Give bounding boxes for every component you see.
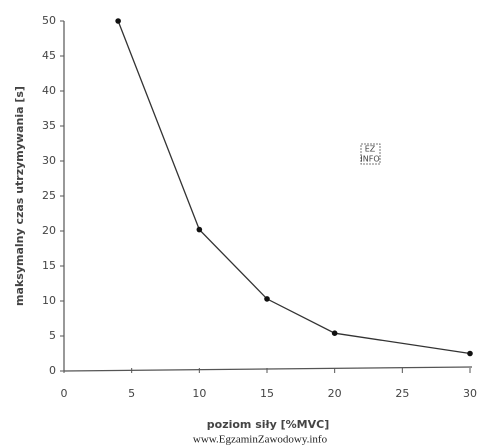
y-tick-label: 5 bbox=[49, 329, 56, 342]
data-point bbox=[115, 18, 121, 24]
x-tick-label: 20 bbox=[328, 387, 342, 400]
x-tick-label: 15 bbox=[260, 387, 274, 400]
x-tick-label: 0 bbox=[61, 387, 68, 400]
y-tick-label: 40 bbox=[42, 84, 56, 97]
data-point bbox=[331, 330, 338, 337]
logo-box bbox=[360, 143, 381, 165]
data-line bbox=[117, 20, 471, 355]
y-tick-label: 0 bbox=[49, 364, 56, 377]
x-axis bbox=[63, 366, 473, 372]
y-tick-label: 30 bbox=[42, 154, 56, 167]
y-tick-label: 10 bbox=[42, 294, 56, 307]
watermark: www.EgzaminZawodowy.info bbox=[193, 434, 328, 446]
data-point bbox=[467, 350, 473, 357]
x-tick-label: 25 bbox=[395, 387, 409, 400]
y-tick-label: 20 bbox=[42, 224, 56, 237]
y-tick-label: 45 bbox=[42, 49, 56, 62]
y-tick-label: 15 bbox=[42, 259, 56, 272]
logo-text: EZ bbox=[365, 145, 376, 154]
y-axis-label: maksymalny czas utrzymywania [s] bbox=[13, 86, 26, 306]
y-tick-label: 25 bbox=[42, 189, 56, 202]
y-tick-label: 35 bbox=[42, 119, 56, 132]
x-axis-label: poziom siły [%MVC] bbox=[207, 418, 329, 431]
x-tick-label: 30 bbox=[463, 387, 477, 400]
data-point bbox=[264, 296, 270, 302]
x-tick-label: 5 bbox=[128, 387, 135, 400]
y-tick-label: 50 bbox=[42, 14, 56, 27]
data-point bbox=[196, 226, 203, 233]
x-tick-label: 10 bbox=[192, 387, 206, 400]
logo-text: INFO bbox=[360, 155, 379, 164]
